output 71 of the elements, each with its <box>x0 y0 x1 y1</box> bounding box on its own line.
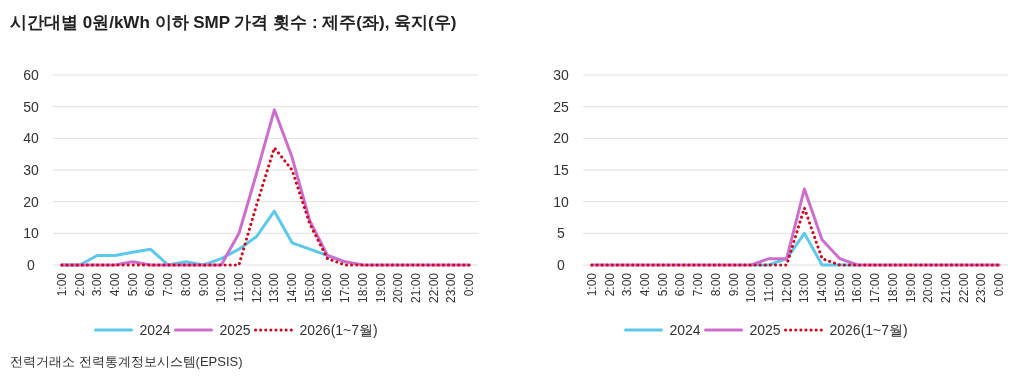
y-tick-label: 30 <box>23 162 39 178</box>
x-tick-label: 10:00 <box>214 272 229 304</box>
x-tick-label: 8:00 <box>178 272 193 297</box>
x-tick-label: 12:00 <box>249 272 264 304</box>
x-tick-label: 4:00 <box>637 272 652 297</box>
x-tick-label: 23:00 <box>974 272 989 304</box>
x-tick-label: 21:00 <box>939 272 954 304</box>
chart-title: 시간대별 0원/kWh 이하 SMP 가격 횟수 : 제주(좌), 육지(우) <box>10 13 457 32</box>
x-tick-label: 10:00 <box>744 272 759 304</box>
x-tick-label: 1:00 <box>54 272 69 297</box>
x-tick-label: 0:00 <box>992 272 1007 297</box>
x-tick-label: 13:00 <box>797 272 812 304</box>
x-tick-label: 18:00 <box>885 272 900 304</box>
x-tick-label: 17:00 <box>868 272 883 304</box>
text: 전력거래소 전력통계정보시스템(EPSIS) <box>10 354 243 369</box>
y-tick-label: 25 <box>553 98 569 115</box>
legend-label: 2024 <box>139 322 171 338</box>
x-tick-label: 8:00 <box>708 272 723 297</box>
x-tick-label: 14:00 <box>285 272 300 304</box>
y-tick-label: 0 <box>27 257 36 273</box>
x-tick-label: 3:00 <box>90 272 105 297</box>
x-tick-label: 1:00 <box>584 272 599 297</box>
x-tick-label: 7:00 <box>691 272 706 297</box>
legend-label: 2024 <box>669 322 701 338</box>
x-tick-label: 22:00 <box>426 272 441 304</box>
x-tick-label: 5:00 <box>655 272 670 297</box>
x-tick-label: 20:00 <box>921 272 936 304</box>
y-tick-label: 50 <box>23 98 39 115</box>
x-tick-label: 21:00 <box>409 272 424 304</box>
x-tick-label: 22:00 <box>956 272 971 304</box>
x-tick-label: 16:00 <box>850 272 865 304</box>
y-tick-label: 0 <box>557 257 566 273</box>
x-tick-label: 9:00 <box>196 272 211 297</box>
x-tick-label: 11:00 <box>761 272 776 303</box>
legend-label: 2025 <box>749 322 781 338</box>
x-tick-label: 6:00 <box>673 272 688 297</box>
x-tick-label: 7:00 <box>161 272 176 297</box>
y-tick-label: 20 <box>553 130 569 147</box>
y-tick-label: 40 <box>23 130 39 147</box>
y-tick-label: 10 <box>553 193 569 210</box>
y-tick-label: 30 <box>553 67 569 83</box>
x-tick-label: 2:00 <box>602 272 617 297</box>
x-tick-label: 15:00 <box>302 272 317 304</box>
x-tick-label: 18:00 <box>355 272 370 304</box>
x-tick-label: 19:00 <box>903 272 918 304</box>
x-tick-label: 9:00 <box>726 272 741 297</box>
x-tick-label: 17:00 <box>338 272 353 304</box>
x-tick-label: 13:00 <box>267 272 282 304</box>
x-tick-label: 0:00 <box>462 272 477 297</box>
x-tick-label: 5:00 <box>125 272 140 297</box>
x-tick-label: 4:00 <box>107 272 122 297</box>
line-series <box>60 146 471 267</box>
x-tick-label: 16:00 <box>320 272 335 304</box>
y-tick-label: 20 <box>23 193 39 210</box>
legend-label: 2026(1~7월) <box>829 322 908 338</box>
x-tick-label: 3:00 <box>620 272 635 297</box>
x-tick-label: 6:00 <box>143 272 158 297</box>
y-tick-label: 15 <box>553 162 569 178</box>
x-tick-label: 14:00 <box>815 272 830 304</box>
x-tick-label: 20:00 <box>391 272 406 304</box>
y-tick-label: 5 <box>557 225 566 242</box>
legend-label: 2025 <box>219 322 251 338</box>
x-tick-label: 23:00 <box>444 272 459 304</box>
x-tick-label: 11:00 <box>231 272 246 303</box>
x-tick-label: 12:00 <box>779 272 794 304</box>
y-tick-label: 60 <box>23 67 39 83</box>
y-tick-label: 10 <box>23 225 39 242</box>
x-tick-label: 2:00 <box>72 272 87 297</box>
legend-label: 2026(1~7월) <box>299 322 378 338</box>
x-tick-label: 19:00 <box>373 272 388 304</box>
x-tick-label: 15:00 <box>832 272 847 304</box>
